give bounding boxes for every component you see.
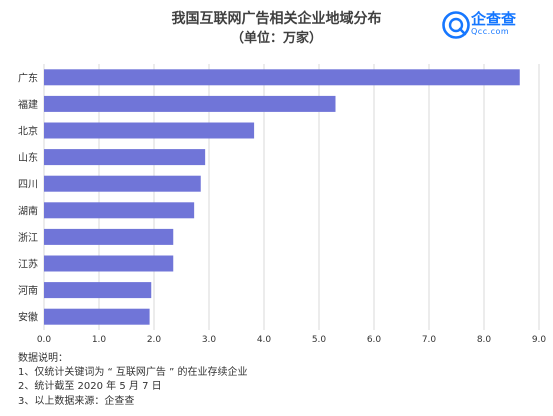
category-label: 安徽 [18,311,38,324]
category-label: 河南 [18,284,38,297]
bar [44,308,150,325]
chart-subtitle: （单位：万家） [230,31,322,46]
bar [44,282,152,299]
x-tick-label: 5.0 [312,335,327,345]
x-tick-label: 6.0 [367,335,382,345]
magnifier-q-icon [442,11,470,39]
category-label: 广东 [18,71,38,84]
x-tick-label: 8.0 [477,335,492,345]
brand-domain: Qcc.com [471,27,510,36]
x-tick-label: 0.0 [37,335,52,345]
x-tick-label: 2.0 [147,335,162,345]
x-tick-label: 3.0 [202,335,217,345]
category-label: 浙江 [18,232,38,244]
category-label: 北京 [18,125,38,138]
bar [44,175,201,192]
note-item-2: 2、统计截至 2020 年 5 月 7 日 [18,381,162,393]
brand-logo [442,11,470,39]
bar [44,255,174,272]
data-notes: 数据说明： 1、仅统计关键词为 “ 互联网广告 ” 的在业存续企业 2、统计截至… [18,352,247,409]
category-label: 福建 [18,98,38,111]
x-tick-label: 4.0 [257,335,272,345]
bar [44,149,206,166]
note-item-1: 1、仅统计关键词为 “ 互联网广告 ” 的在业存续企业 [18,367,248,379]
bar [44,95,336,112]
category-label: 山东 [18,151,38,164]
bar [44,69,520,86]
category-label: 四川 [18,180,38,191]
bar [44,228,174,245]
category-label: 江苏 [18,258,38,271]
x-tick-label: 9.0 [532,335,547,345]
bar [44,122,255,139]
brand-name: 企查查 [471,10,517,28]
bar [44,202,195,219]
bar-chart: 0.0 1.0 2.0 3.0 4.0 5.0 6.0 7.0 8.0 9.0 广东福建北京山东四川… [18,64,547,345]
category-label: 湖南 [18,204,38,217]
notes-heading: 数据说明： [18,353,68,364]
chart-title: 我国互联网广告相关企业地域分布 [171,11,382,27]
x-tick-label: 7.0 [422,335,437,345]
x-tick-label: 1.0 [92,335,107,345]
note-item-3: 3、以上数据来源：企查查 [18,395,135,407]
